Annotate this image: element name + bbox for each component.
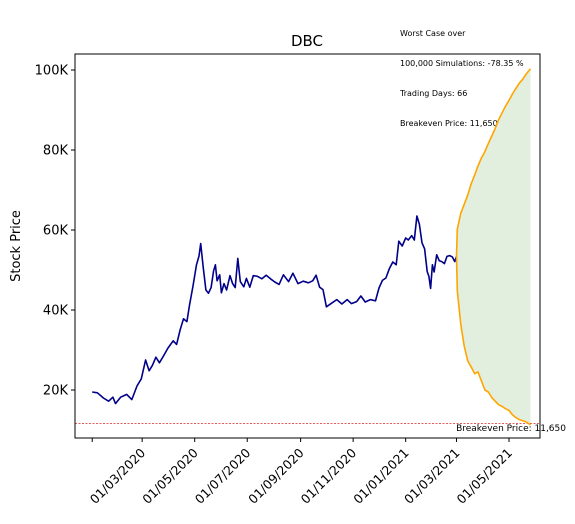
historical-price-line <box>92 215 458 405</box>
simulation-lower-line <box>455 256 531 426</box>
x-tick-label: 01/03/2020 <box>87 445 149 507</box>
y-tick-label: 60K <box>43 224 69 239</box>
summary-line-4: Breakeven Price: 11,650 <box>400 119 498 128</box>
y-tick-label: 80K <box>43 144 69 159</box>
x-tick-label: 01/05/2021 <box>454 445 516 507</box>
y-tick-label: 40K <box>43 304 69 319</box>
chart-title: DBC <box>291 32 323 50</box>
y-axis-label: Stock Price <box>9 210 24 282</box>
summary-line-2: 100,000 Simulations: -78.35 % <box>400 59 524 68</box>
x-tick-label: 01/09/2020 <box>245 445 307 507</box>
x-tick-label: 01/07/2020 <box>192 445 254 507</box>
breakeven-label: Breakeven Price: 11,650 <box>456 424 566 434</box>
x-tick-label: 01/05/2020 <box>139 445 201 507</box>
y-tick-label: 20K <box>43 384 69 399</box>
y-tick-label: 100K <box>35 64 69 79</box>
summary-line-1: Worst Case over <box>400 29 466 38</box>
simulation-upper-line <box>455 68 532 257</box>
summary-line-3: Trading Days: 66 <box>400 89 468 98</box>
x-tick-label: 01/11/2020 <box>298 445 360 507</box>
simulation-summary: Worst Case over 100,000 Simulations: -78… <box>400 9 524 139</box>
simulation-range-area <box>456 68 531 425</box>
plot-frame <box>74 53 541 439</box>
